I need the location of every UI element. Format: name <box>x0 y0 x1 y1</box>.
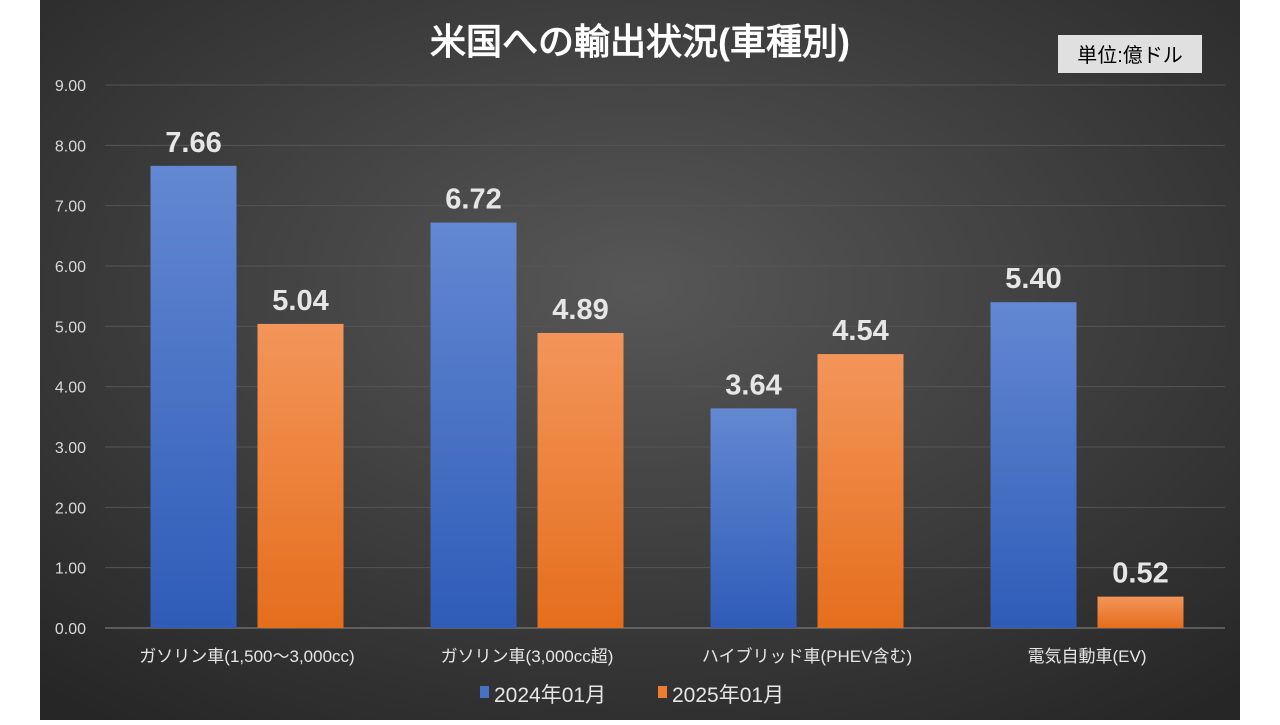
bar-2025 <box>257 323 344 628</box>
bar-2025 <box>1097 596 1184 628</box>
unit-label-box <box>1058 35 1202 73</box>
data-label: 7.66 <box>165 127 221 159</box>
legend-label: 2025年01月 <box>672 684 784 707</box>
y-tick-label: 1.00 <box>55 561 86 578</box>
y-tick-label: 0.00 <box>55 621 86 638</box>
bar-2024 <box>990 302 1077 628</box>
y-tick-label: 2.00 <box>55 500 86 517</box>
legend-swatch <box>658 686 667 698</box>
bar-2025 <box>817 354 904 628</box>
x-tick-label: ガソリン車(1,500〜3,000cc) <box>139 647 354 666</box>
unit-label: 単位:億ドル <box>1077 44 1183 67</box>
y-tick-label: 4.00 <box>55 380 86 397</box>
y-tick-label: 3.00 <box>55 440 86 457</box>
legend-label: 2024年01月 <box>494 684 606 707</box>
bar-2024 <box>710 408 797 628</box>
y-tick-label: 9.00 <box>55 78 86 95</box>
x-tick-label: ガソリン車(3,000cc超) <box>441 647 614 666</box>
bar-2024 <box>150 165 237 628</box>
legend-swatch <box>480 686 489 698</box>
y-tick-label: 6.00 <box>55 259 86 276</box>
x-tick-label: 電気自動車(EV) <box>1028 647 1147 666</box>
chart-title: 米国への輸出状況(車種別) <box>430 21 850 62</box>
bar-2024 <box>430 222 517 628</box>
data-label: 4.89 <box>552 294 608 326</box>
data-label: 3.64 <box>725 369 781 401</box>
data-label: 0.52 <box>1112 558 1168 590</box>
data-label: 5.40 <box>1005 263 1061 295</box>
x-tick-label: ハイブリッド車(PHEV含む) <box>702 646 912 666</box>
data-label: 6.72 <box>445 184 501 216</box>
y-tick-label: 5.00 <box>55 319 86 336</box>
data-label: 5.04 <box>272 285 328 317</box>
y-tick-label: 8.00 <box>55 138 86 155</box>
y-tick-label: 7.00 <box>55 199 86 216</box>
bar-2025 <box>537 332 624 628</box>
data-label: 4.54 <box>832 315 888 347</box>
